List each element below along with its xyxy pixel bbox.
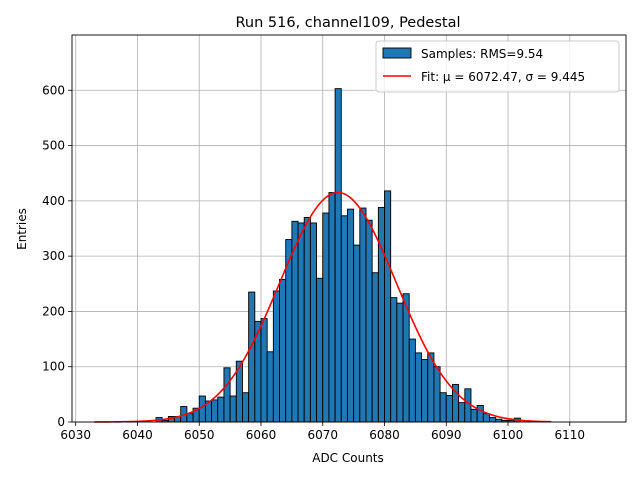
histogram-bar xyxy=(316,277,324,423)
histogram-bar xyxy=(198,395,206,423)
histogram-bar xyxy=(371,272,379,423)
x-tick-label: 6030 xyxy=(60,428,91,442)
histogram-bar xyxy=(421,359,429,423)
histogram-bar xyxy=(482,413,490,423)
histogram-bar xyxy=(260,318,268,423)
histogram-bar xyxy=(464,388,472,423)
legend-box xyxy=(375,40,620,93)
histogram-bar xyxy=(445,395,453,423)
histogram-bar xyxy=(229,395,237,423)
legend: Samples: RMS=9.54 Fit: μ = 6072.47, σ = … xyxy=(375,40,620,93)
histogram-bar xyxy=(396,302,404,423)
legend-label-samples: Samples: RMS=9.54 xyxy=(421,47,543,61)
histogram-bar xyxy=(365,219,373,423)
y-tick-label: 600 xyxy=(42,83,65,97)
plot-frame xyxy=(71,34,627,423)
x-tick-label: 6080 xyxy=(369,428,400,442)
y-tick-label: 500 xyxy=(42,139,65,153)
histogram-bar xyxy=(347,208,355,423)
histogram-bar xyxy=(427,352,435,423)
histogram-bar xyxy=(334,88,342,423)
histogram-bar xyxy=(266,351,274,423)
x-tick-label: 6070 xyxy=(307,428,338,442)
histogram-bar xyxy=(272,290,280,423)
x-axis-label: ADC Counts xyxy=(312,451,384,465)
x-tick-label: 6100 xyxy=(493,428,524,442)
histogram-bar xyxy=(384,190,392,423)
histogram-bar xyxy=(322,212,330,423)
histogram-bar xyxy=(476,404,484,423)
x-tick-label: 6110 xyxy=(555,428,586,442)
histogram-bar xyxy=(353,244,361,423)
histogram-bar xyxy=(340,215,348,423)
y-tick-label: 100 xyxy=(42,360,65,374)
x-tick-label: 6090 xyxy=(431,428,462,442)
histogram-bar xyxy=(433,366,441,423)
y-tick-label: 200 xyxy=(42,304,65,318)
histogram-bar xyxy=(328,192,336,423)
x-tick-label: 6060 xyxy=(246,428,277,442)
y-axis-ticks: 0 100 200 300 400 500 600 xyxy=(42,83,72,429)
histogram-bar xyxy=(377,207,385,423)
x-axis-ticks: 6030 6040 6050 6060 6070 6080 6090 6100 6110 xyxy=(60,422,585,442)
histogram-bar xyxy=(303,216,311,423)
histogram-bar xyxy=(211,399,219,423)
histogram-bar xyxy=(186,413,194,423)
histogram-bar xyxy=(248,291,256,423)
x-tick-label: 6050 xyxy=(184,428,215,442)
chart-title: Run 516, channel109, Pedestal xyxy=(235,15,460,31)
x-tick-label: 6040 xyxy=(122,428,153,442)
fit-curve xyxy=(94,191,552,423)
histogram-bar xyxy=(408,338,416,423)
legend-swatch-samples xyxy=(382,47,412,59)
histogram-bar xyxy=(489,417,497,423)
histogram-bar xyxy=(217,396,225,423)
histogram-bars xyxy=(155,88,521,423)
histogram-bar xyxy=(223,367,231,423)
y-tick-label: 0 xyxy=(57,415,65,429)
histogram-bar xyxy=(414,352,423,423)
histogram-bar xyxy=(439,392,447,423)
histogram-bar xyxy=(402,293,410,423)
y-axis-label: Entries xyxy=(15,208,29,250)
legend-label-fit: Fit: μ = 6072.47, σ = 9.445 xyxy=(421,70,585,84)
histogram-bar xyxy=(309,222,318,423)
histogram-bar xyxy=(390,297,398,423)
histogram-bar xyxy=(279,278,287,423)
histogram-bar xyxy=(359,207,367,423)
histogram-bar xyxy=(470,408,478,423)
y-tick-label: 300 xyxy=(42,249,65,263)
histogram-bar xyxy=(458,402,466,423)
histogram-bar xyxy=(297,222,305,423)
histogram-bar xyxy=(242,392,250,423)
y-tick-label: 400 xyxy=(42,194,65,208)
